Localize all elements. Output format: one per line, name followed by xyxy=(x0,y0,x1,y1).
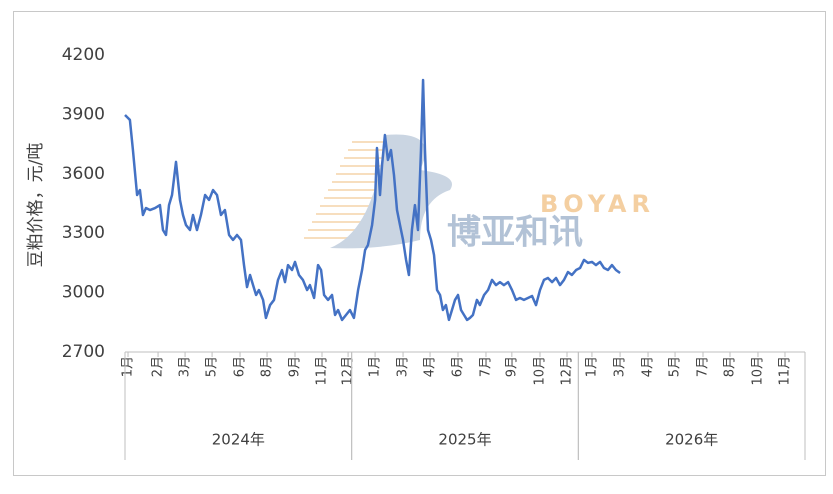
x-tick-label: 11月 xyxy=(315,356,330,386)
year-label: 2025年 xyxy=(438,431,491,449)
year-label: 2024年 xyxy=(212,431,265,449)
x-tick-label: 6月 xyxy=(233,356,248,377)
x-tick-label: 12月 xyxy=(560,356,575,386)
y-tick-label: 3000 xyxy=(62,283,105,303)
chart-border xyxy=(13,11,826,476)
x-tick-label: 3月 xyxy=(613,356,628,377)
x-tick-label: 3月 xyxy=(396,356,411,377)
x-tick-label: 1月 xyxy=(584,356,599,377)
y-tick-label: 3300 xyxy=(62,223,105,243)
y-tick-label: 4200 xyxy=(62,45,105,65)
x-tick-label: 6月 xyxy=(451,356,466,377)
x-tick-label: 1月 xyxy=(121,356,136,377)
x-tick-label: 11月 xyxy=(777,356,792,386)
x-tick-label: 4月 xyxy=(423,356,438,377)
x-tick-label: 10月 xyxy=(750,356,765,386)
year-label: 2026年 xyxy=(665,431,718,449)
x-tick-label: 4月 xyxy=(641,356,656,377)
watermark-en: BOYAR xyxy=(540,190,655,218)
price-line xyxy=(124,78,621,322)
x-tick-label: 10月 xyxy=(532,356,547,386)
x-tick-label: 5月 xyxy=(668,356,683,377)
x-tick-label: 8月 xyxy=(723,356,738,377)
x-tick-label: 9月 xyxy=(288,356,303,377)
x-tick-label: 3月 xyxy=(178,356,193,377)
x-tick-label: 2月 xyxy=(151,356,166,377)
x-tick-label: 7月 xyxy=(696,356,711,377)
x-tick-label: 12月 xyxy=(341,356,356,386)
x-tick-label: 7月 xyxy=(478,356,493,377)
x-tick-label: 1月 xyxy=(368,356,383,377)
y-tick-label: 3900 xyxy=(62,104,105,124)
y-axis-label: 豆粕价格，元/吨 xyxy=(26,143,46,268)
y-tick-label: 3600 xyxy=(62,164,105,184)
x-tick-label: 5月 xyxy=(205,356,220,377)
x-tick-label: 8月 xyxy=(260,356,275,377)
y-tick-label: 2700 xyxy=(62,342,105,362)
watermark-cn: 博亚和讯 xyxy=(447,213,583,253)
x-tick-label: 9月 xyxy=(504,356,519,377)
